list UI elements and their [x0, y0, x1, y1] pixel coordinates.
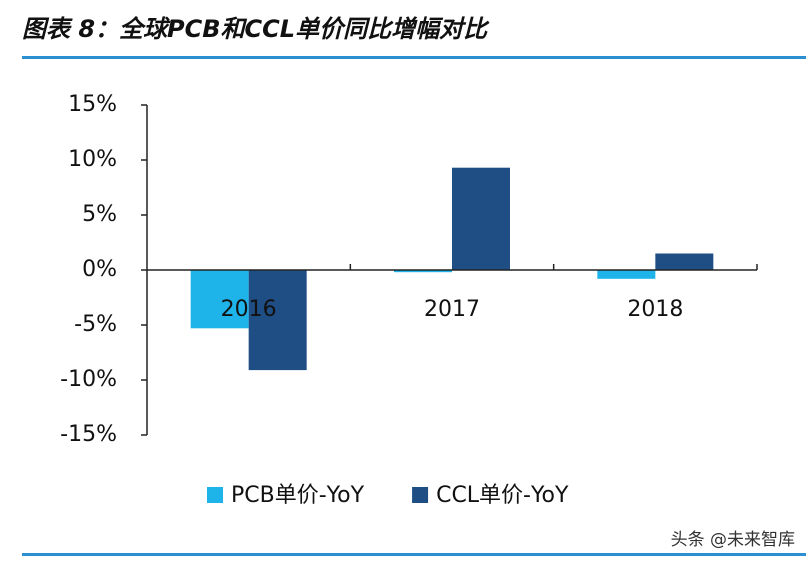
- y-tick-label: 5%: [82, 202, 117, 227]
- y-tick-label: -15%: [60, 422, 117, 447]
- legend-label: PCB单价-YoY: [231, 483, 365, 508]
- legend-swatch: [207, 487, 223, 503]
- legend-swatch: [412, 487, 429, 503]
- chart-title: 图表 8：全球PCB和CCL单价同比增幅对比: [22, 15, 490, 43]
- x-tick-label: 2017: [424, 297, 480, 322]
- watermark: 头条 @未来智库: [671, 530, 795, 550]
- bar: [248, 270, 307, 371]
- bar: [190, 270, 249, 329]
- y-tick-label: 15%: [68, 92, 117, 117]
- y-tick-label: -10%: [60, 367, 117, 392]
- bar: [394, 270, 452, 273]
- bar: [597, 270, 656, 279]
- x-tick-label: 2018: [627, 297, 683, 322]
- footer-rule: [22, 553, 806, 556]
- title-rule: [22, 56, 806, 59]
- y-tick-label: -5%: [74, 312, 117, 337]
- y-tick-label: 10%: [68, 147, 117, 172]
- bar: [655, 253, 714, 270]
- x-tick-label: 2016: [221, 297, 277, 322]
- legend-label: CCL单价-YoY: [436, 483, 569, 508]
- y-tick-label: 0%: [82, 257, 117, 282]
- bar: [452, 167, 510, 270]
